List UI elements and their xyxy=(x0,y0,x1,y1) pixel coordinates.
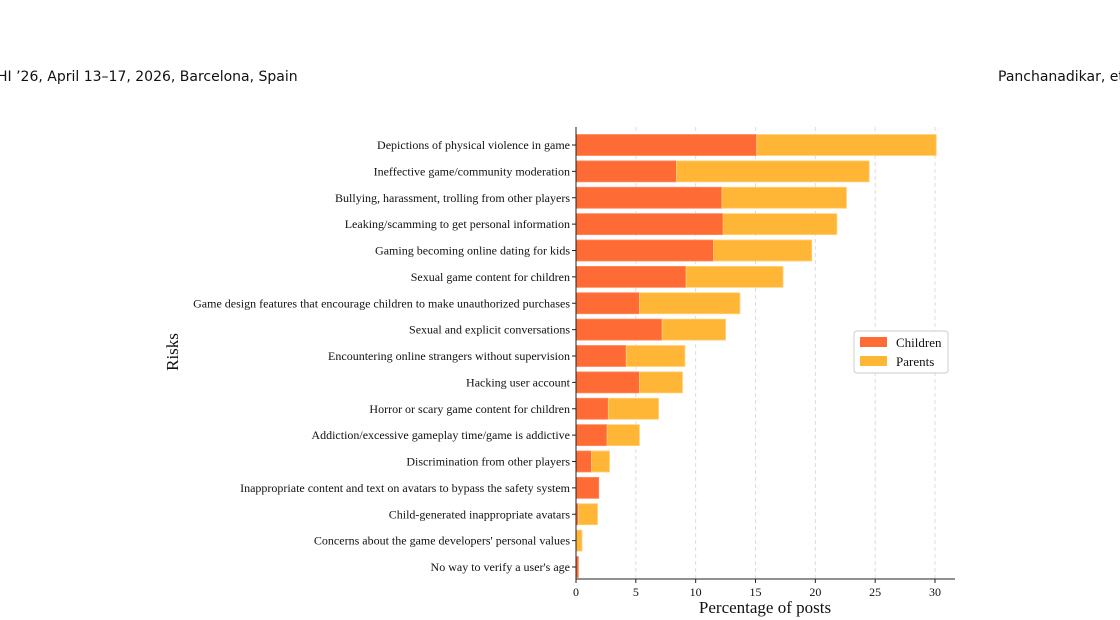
bars xyxy=(575,134,937,578)
category-label: Bullying, harassment, trolling from othe… xyxy=(335,191,570,205)
category-label: Ineffective game/community moderation xyxy=(374,164,570,178)
category-label: No way to verify a user's age xyxy=(431,560,570,574)
x-tick-label: 5 xyxy=(633,585,639,599)
bar-parents xyxy=(625,345,686,367)
bar-parents xyxy=(639,292,741,315)
category-label: Game design features that encourage chil… xyxy=(193,296,570,310)
category-label: Discrimination from other players xyxy=(406,455,570,469)
legend: Children Parents xyxy=(853,330,949,374)
category-label: Encountering online strangers without su… xyxy=(328,349,570,363)
bar-parents xyxy=(756,134,937,156)
bar-children xyxy=(575,239,715,262)
bar-parents xyxy=(606,424,640,447)
bar-children xyxy=(575,318,663,341)
bar-children xyxy=(575,371,640,394)
bar-parents xyxy=(685,265,784,288)
category-label: Inappropriate content and text on avatar… xyxy=(240,481,571,495)
category-label: Depictions of physical violence in game xyxy=(377,138,570,152)
x-tick-label: 25 xyxy=(869,585,881,599)
bar-children xyxy=(575,134,758,156)
bar-children xyxy=(575,292,640,315)
category-label: Horror or scary game content for childre… xyxy=(369,402,570,416)
bar-children xyxy=(575,160,677,183)
category-label: Hacking user account xyxy=(466,375,571,389)
bar-children xyxy=(575,450,592,473)
bar-parents xyxy=(661,318,726,341)
category-label: Sexual game content for children xyxy=(411,270,570,284)
x-tick-label: 20 xyxy=(809,585,821,599)
category-label: Concerns about the game developers' pers… xyxy=(314,534,570,548)
legend-label-parents: Parents xyxy=(896,354,934,369)
bar-parents xyxy=(721,186,847,209)
x-axis: 0 5 10 15 20 25 30 xyxy=(573,579,941,599)
bar-parents xyxy=(713,239,813,262)
bar-parents xyxy=(639,371,683,394)
category-label: Child-generated inappropriate avatars xyxy=(389,507,571,521)
bar-children xyxy=(575,424,608,447)
bar-parents xyxy=(591,450,610,473)
legend-swatch-parents xyxy=(860,356,887,366)
category-label: Addiction/excessive gameplay time/game i… xyxy=(311,428,570,442)
bar-parents xyxy=(722,213,838,236)
bar-parents xyxy=(607,397,659,420)
category-label: Sexual and explicit conversations xyxy=(409,323,570,337)
bar-children xyxy=(575,397,609,420)
legend-swatch-children xyxy=(860,337,887,347)
legend-label-children: Children xyxy=(896,335,942,350)
bar-parents xyxy=(575,529,583,552)
bar-parents xyxy=(577,503,598,526)
running-header-right: Panchanadikar, et a xyxy=(998,69,1120,85)
bar-children xyxy=(575,265,687,288)
running-header-left: HI ’26, April 13–17, 2026, Barcelona, Sp… xyxy=(0,69,298,85)
bar-children xyxy=(575,213,724,236)
bar-children xyxy=(575,345,627,367)
category-label: Leaking/scamming to get personal informa… xyxy=(345,217,570,231)
bar-children xyxy=(575,186,723,209)
category-labels: Depictions of physical violence in game I… xyxy=(193,138,576,574)
bar-parents xyxy=(676,160,870,183)
x-tick-label: 10 xyxy=(690,585,702,599)
category-label: Gaming becoming online dating for kids xyxy=(375,244,570,258)
x-axis-label: Percentage of posts xyxy=(699,598,831,617)
x-tick-label: 0 xyxy=(573,585,579,599)
y-axis-label: Risks xyxy=(163,333,182,371)
x-tick-label: 15 xyxy=(750,585,762,599)
x-tick-label: 30 xyxy=(929,585,941,599)
bar-children xyxy=(575,476,600,499)
